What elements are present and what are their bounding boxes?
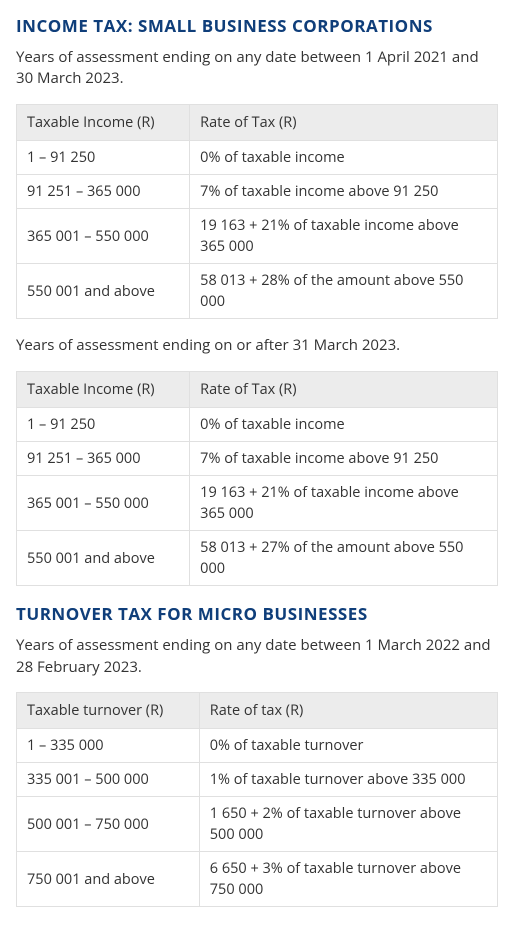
table-cell: 550 001 and above [17, 531, 190, 586]
table-cell: 19 163 + 21% of taxable income above 365… [190, 209, 498, 264]
table-cell: 365 001 – 550 000 [17, 476, 190, 531]
table-cell: 1 – 91 250 [17, 408, 190, 442]
table-row: 550 001 and above58 013 + 28% of the amo… [17, 264, 498, 319]
table-row: 1 – 335 0000% of taxable turnover [17, 729, 498, 763]
table-cell: 0% of taxable turnover [199, 729, 497, 763]
table-row: 91 251 – 365 0007% of taxable income abo… [17, 442, 498, 476]
col-header: Rate of Tax (R) [190, 372, 498, 408]
table-cell: 91 251 – 365 000 [17, 175, 190, 209]
income-tax-table-2: Taxable Income (R) Rate of Tax (R) 1 – 9… [16, 371, 498, 586]
table-row: 365 001 – 550 00019 163 + 21% of taxable… [17, 476, 498, 531]
table-row: 500 001 – 750 0001 650 + 2% of taxable t… [17, 797, 498, 852]
table-cell: 500 001 – 750 000 [17, 797, 200, 852]
col-header: Taxable Income (R) [17, 372, 190, 408]
col-header: Rate of Tax (R) [190, 105, 498, 141]
table-cell: 6 650 + 3% of taxable turnover above 750… [199, 852, 497, 907]
table-cell: 1 650 + 2% of taxable turnover above 500… [199, 797, 497, 852]
table-row: 91 251 – 365 0007% of taxable income abo… [17, 175, 498, 209]
table-cell: 750 001 and above [17, 852, 200, 907]
table-cell: 335 001 – 500 000 [17, 763, 200, 797]
turnover-tax-table: Taxable turnover (R) Rate of tax (R) 1 –… [16, 692, 498, 907]
table-cell: 0% of taxable income [190, 141, 498, 175]
table-row: 750 001 and above6 650 + 3% of taxable t… [17, 852, 498, 907]
section-heading-turnover-tax: TURNOVER TAX FOR MICRO BUSINESSES [16, 602, 498, 627]
col-header: Rate of tax (R) [199, 693, 497, 729]
income-tax-table-1: Taxable Income (R) Rate of Tax (R) 1 – 9… [16, 104, 498, 319]
table-cell: 91 251 – 365 000 [17, 442, 190, 476]
table-cell: 365 001 – 550 000 [17, 209, 190, 264]
table-cell: 7% of taxable income above 91 250 [190, 442, 498, 476]
section-heading-income-tax: INCOME TAX: SMALL BUSINESS CORPORATIONS [16, 14, 498, 39]
intro-text-1a: Years of assessment ending on any date b… [16, 47, 498, 91]
intro-text-1b: Years of assessment ending on or after 3… [16, 335, 498, 357]
table-row: 365 001 – 550 00019 163 + 21% of taxable… [17, 209, 498, 264]
table-cell: 1% of taxable turnover above 335 000 [199, 763, 497, 797]
table-cell: 1 – 335 000 [17, 729, 200, 763]
table-cell: 19 163 + 21% of taxable income above 365… [190, 476, 498, 531]
table-row: 335 001 – 500 0001% of taxable turnover … [17, 763, 498, 797]
table-cell: 7% of taxable income above 91 250 [190, 175, 498, 209]
table-cell: 58 013 + 27% of the amount above 550 000 [190, 531, 498, 586]
table-row: 550 001 and above58 013 + 27% of the amo… [17, 531, 498, 586]
col-header: Taxable turnover (R) [17, 693, 200, 729]
table-cell: 58 013 + 28% of the amount above 550 000 [190, 264, 498, 319]
table-cell: 550 001 and above [17, 264, 190, 319]
table-row: 1 – 91 2500% of taxable income [17, 408, 498, 442]
table-row: 1 – 91 2500% of taxable income [17, 141, 498, 175]
table-cell: 1 – 91 250 [17, 141, 190, 175]
col-header: Taxable Income (R) [17, 105, 190, 141]
intro-text-2: Years of assessment ending on any date b… [16, 635, 498, 679]
table-cell: 0% of taxable income [190, 408, 498, 442]
